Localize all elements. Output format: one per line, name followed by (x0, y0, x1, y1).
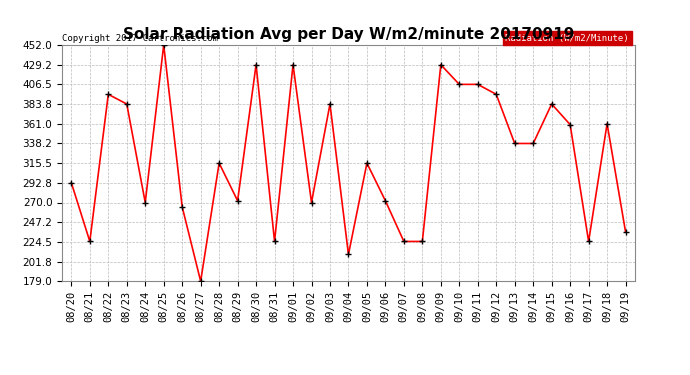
Text: Copyright 2017 Cartronics.com: Copyright 2017 Cartronics.com (62, 34, 218, 43)
Text: Radiation (W/m2/Minute): Radiation (W/m2/Minute) (506, 34, 629, 43)
Title: Solar Radiation Avg per Day W/m2/minute 20170919: Solar Radiation Avg per Day W/m2/minute … (123, 27, 574, 42)
